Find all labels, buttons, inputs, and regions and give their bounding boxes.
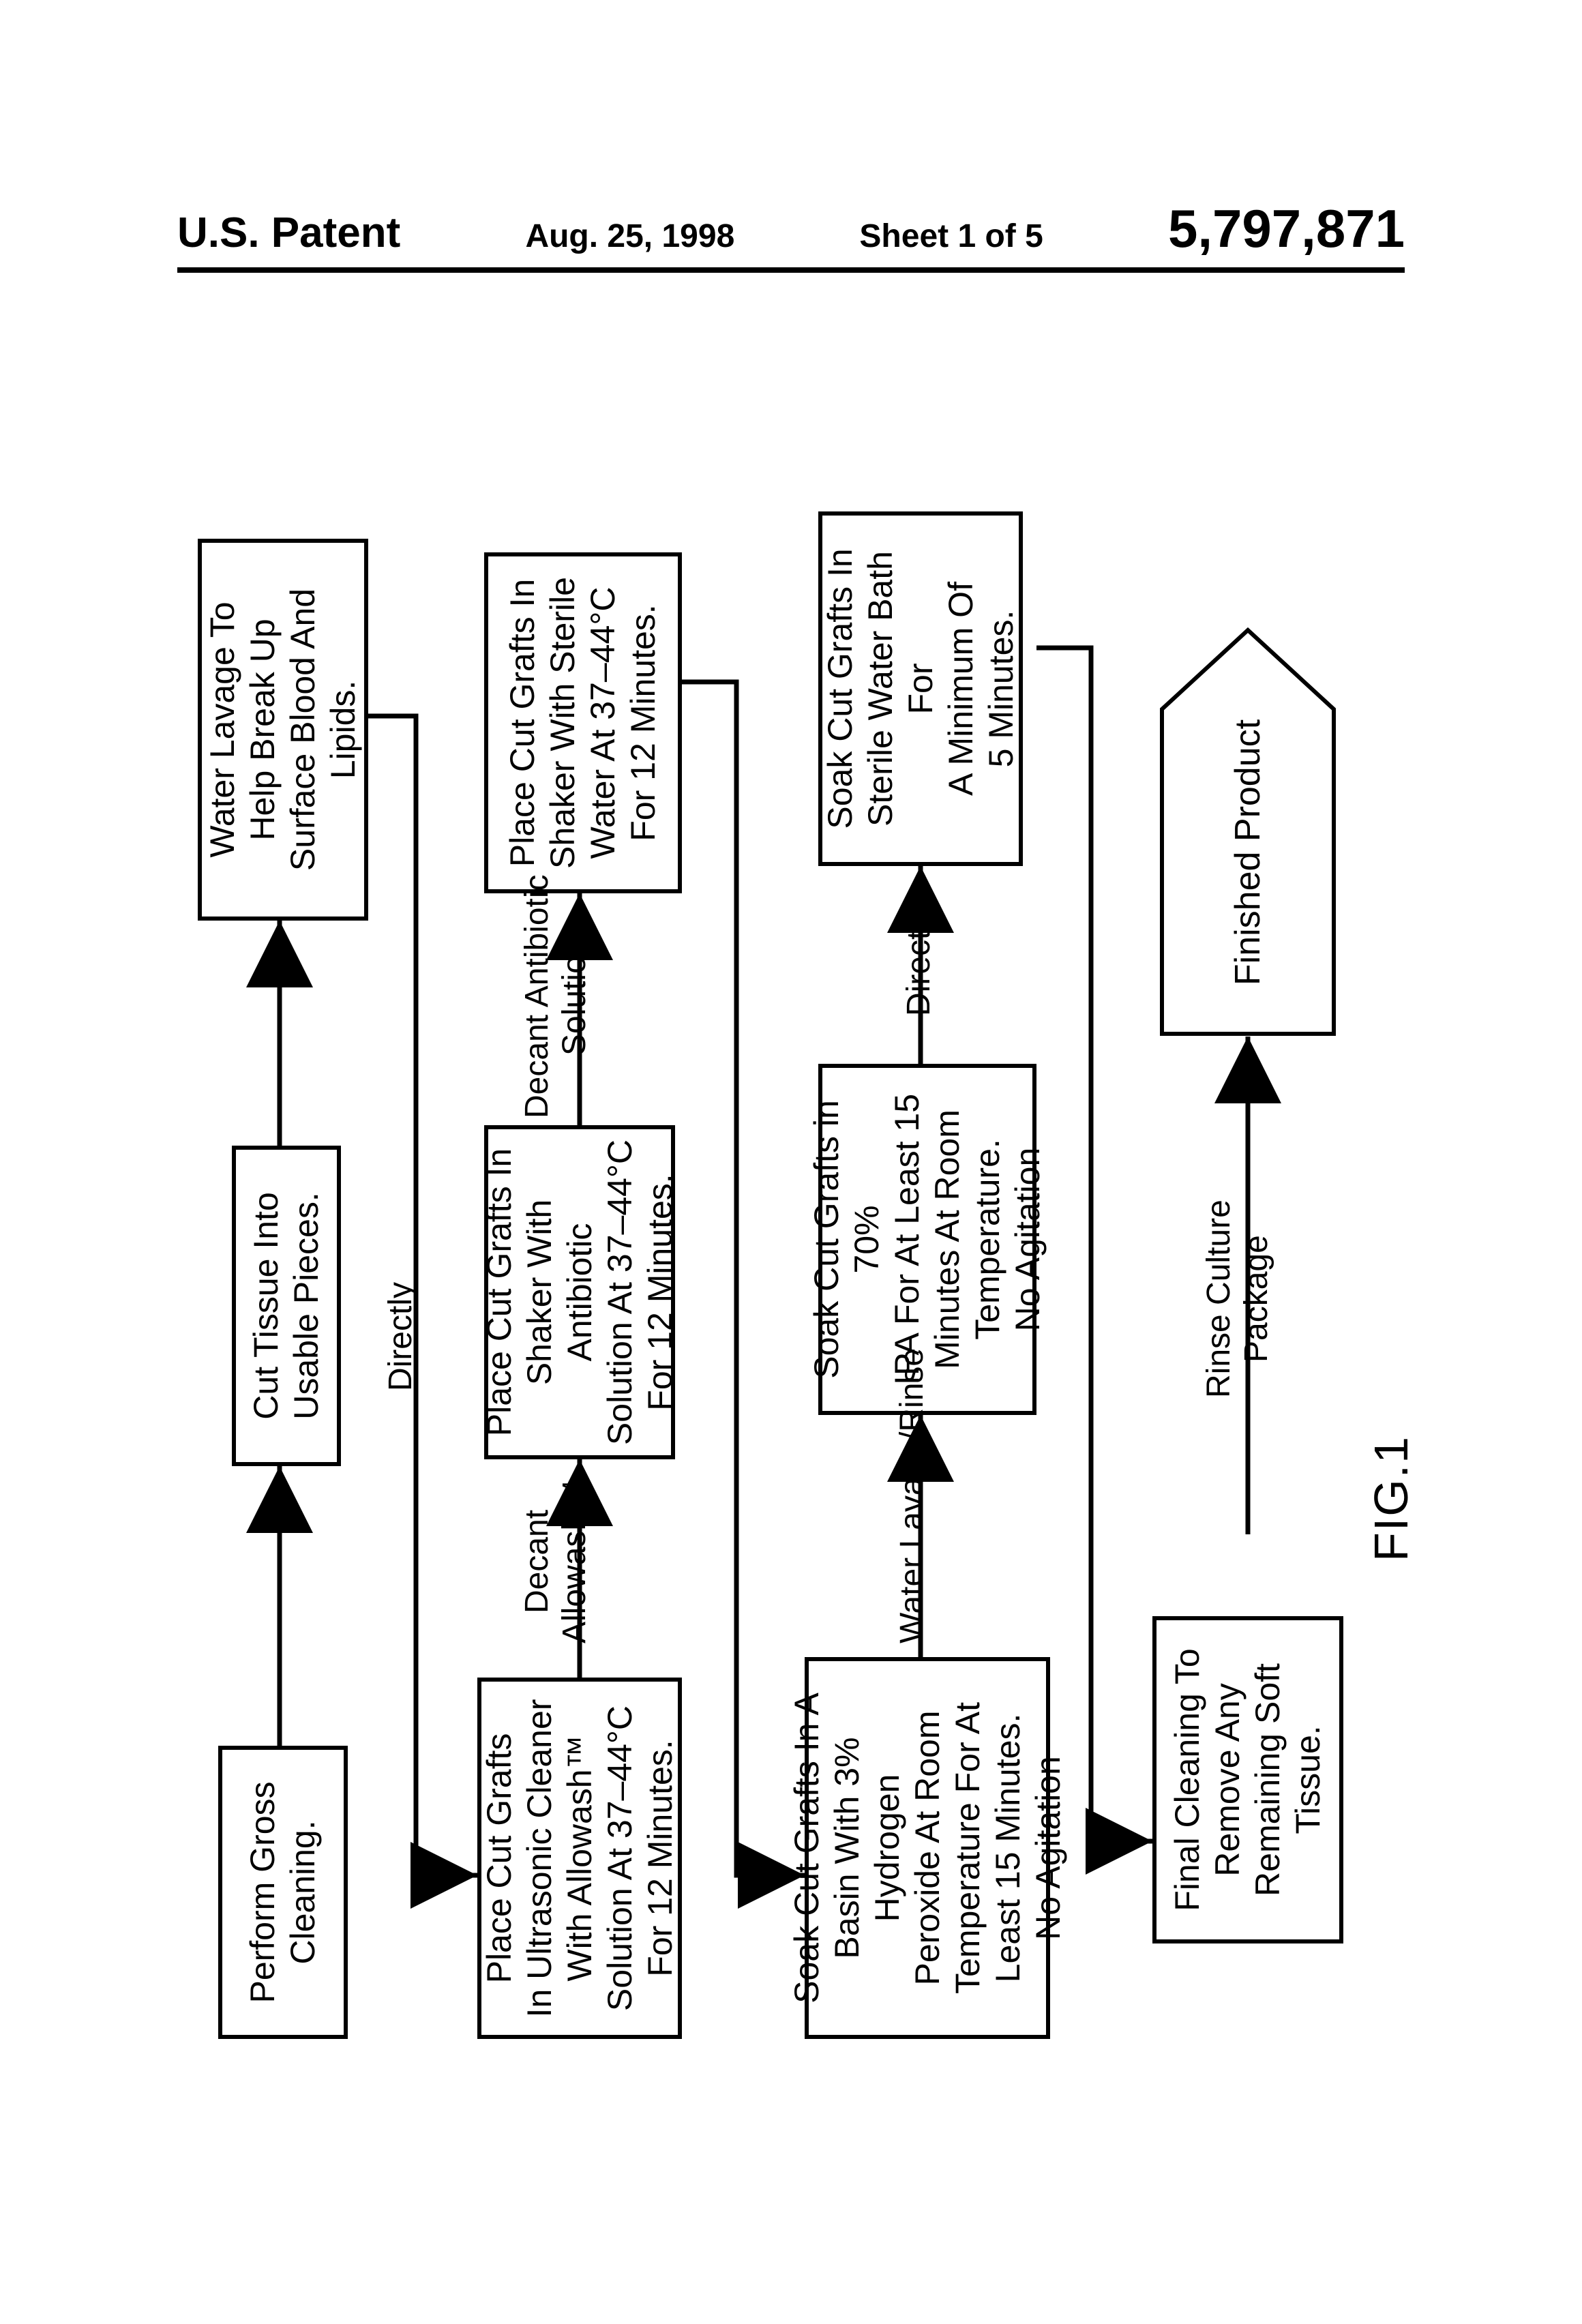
step-shaker-antibiotic: Place Cut Grafts InShaker With Antibioti… <box>484 1125 675 1459</box>
patent-number: 5,797,871 <box>1168 198 1405 260</box>
step-ultrasonic-allowash: Place Cut GraftsIn Ultrasonic CleanerWit… <box>477 1678 682 2039</box>
patent-header: U.S. Patent Aug. 25, 1998 Sheet 1 of 5 5… <box>177 198 1405 260</box>
edge-directly-1: Directly <box>382 1282 419 1391</box>
edge-decant-antibiotic: Decant AntibioticSolution <box>518 874 593 1118</box>
header-rule <box>177 267 1405 273</box>
step-hydrogen-peroxide: Soak Cut Grafts In ABasin With 3% Hydrog… <box>805 1657 1050 2039</box>
step-shaker-sterile-water: Place Cut Grafts InShaker With SterileWa… <box>484 552 682 893</box>
step-sterile-bath: Soak Cut Grafts InSterile Water Bath For… <box>818 511 1023 866</box>
step-gross-cleaning: Perform GrossCleaning. <box>218 1746 348 2039</box>
step-cut-tissue: Cut Tissue IntoUsable Pieces. <box>232 1146 341 1466</box>
step-water-lavage: Water Lavage ToHelp Break UpSurface Bloo… <box>198 539 368 921</box>
figure-label: FIG.1 <box>1364 1435 1418 1562</box>
edge-water-lavage-rinse: Water Lavage/Rinse <box>893 1348 931 1643</box>
header-date: Aug. 25, 1998 <box>525 218 734 255</box>
edge-directly-2: Directly <box>900 907 938 1016</box>
flowchart: Perform GrossCleaning. Cut Tissue IntoUs… <box>177 334 1405 2080</box>
step-finished-product: Finished Product <box>1159 627 1337 1037</box>
edge-rinse-culture: Rinse CulturePackage <box>1200 1200 1275 1398</box>
edge-decant-allowash: DecantAllowash™ <box>518 1480 593 1643</box>
step-final-cleaning: Final Cleaning ToRemove AnyRemaining Sof… <box>1152 1616 1343 1943</box>
header-left: U.S. Patent <box>177 209 400 257</box>
header-sheet: Sheet 1 of 5 <box>859 218 1043 255</box>
finished-product-label: Finished Product <box>1159 627 1337 1037</box>
